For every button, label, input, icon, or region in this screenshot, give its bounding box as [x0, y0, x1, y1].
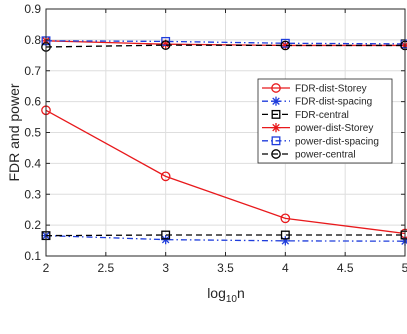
x-axis-label: log10n	[207, 285, 245, 305]
legend-label: power-dist-Storey	[295, 123, 373, 134]
legend-label: FDR-dist-Storey	[295, 84, 367, 95]
x-tick-label: 3	[162, 261, 169, 275]
legend: FDR-dist-Storey FDR-dist-spacing FDR-centr…	[257, 78, 393, 164]
legend-box	[257, 78, 393, 164]
legend-marker	[271, 96, 281, 106]
legend-marker	[271, 83, 281, 93]
data-point-marker	[280, 236, 290, 246]
legend-entry-power-dist-spacing: power-dist-spacing	[262, 136, 379, 147]
legend-label: FDR-central	[295, 110, 349, 121]
y-tick-label: 0.5	[24, 126, 41, 140]
legend-marker	[271, 149, 281, 159]
legend-entry-power-central: power-central	[262, 149, 356, 161]
x-tick-label: 2	[43, 261, 50, 275]
x-tick-label: 4	[282, 261, 289, 275]
legend-marker	[271, 123, 281, 133]
data-point-marker	[161, 230, 171, 240]
x-tick-label: 4.5	[337, 261, 354, 275]
series-line	[45, 40, 405, 47]
y-tick-label: 0.7	[24, 64, 41, 78]
data-point-marker	[160, 171, 171, 182]
y-tick-label: 0.2	[24, 218, 41, 232]
legend-marker	[271, 109, 281, 119]
legend-entry-power-dist-storey: power-dist-Storey	[262, 123, 373, 134]
legend-entry-fdr-dist-storey: FDR-dist-Storey	[262, 83, 367, 95]
data-point-marker	[280, 213, 291, 224]
y-tick-label: 0.3	[24, 187, 41, 201]
x-axis-label-base: log	[207, 285, 226, 301]
y-tick-label: 0.9	[24, 2, 41, 16]
data-point-marker	[161, 39, 171, 49]
x-tick-label: 5	[402, 261, 407, 275]
x-axis-label-rest: n	[237, 285, 245, 301]
data-point-marker	[161, 235, 171, 245]
data-point-marker	[280, 40, 291, 51]
x-tick-label: 2.5	[97, 261, 114, 275]
series-line	[45, 40, 406, 45]
x-tick-label: 3.5	[217, 261, 234, 275]
axis-ticks: 2 2.5 3 3.5 4 4.5 5 0.1 0.2 0.3 0.4 0.5 0.6 0.7 0.8 0.9	[24, 2, 407, 275]
legend-entry-fdr-central: FDR-central	[262, 110, 349, 121]
y-tick-label: 0.6	[24, 95, 41, 109]
legend-label: FDR-dist-spacing	[295, 97, 372, 108]
series-line	[45, 234, 406, 242]
legend-label: power-dist-spacing	[295, 136, 379, 147]
legend-marker	[271, 136, 281, 146]
y-axis-label: FDR and power	[6, 83, 22, 181]
x-axis-label-subscript: 10	[226, 294, 238, 305]
data-point-marker	[161, 36, 171, 46]
data-point-marker	[160, 40, 171, 50]
legend-entry-fdr-dist-spacing: FDR-dist-spacing	[262, 96, 372, 108]
y-tick-label: 0.4	[24, 156, 41, 170]
data-point-marker	[280, 40, 290, 51]
legend-label: power-central	[295, 150, 356, 161]
y-tick-label: 0.1	[24, 249, 41, 263]
data-point-marker	[280, 230, 290, 240]
series-line	[45, 109, 406, 235]
y-tick-label: 0.8	[24, 33, 41, 47]
